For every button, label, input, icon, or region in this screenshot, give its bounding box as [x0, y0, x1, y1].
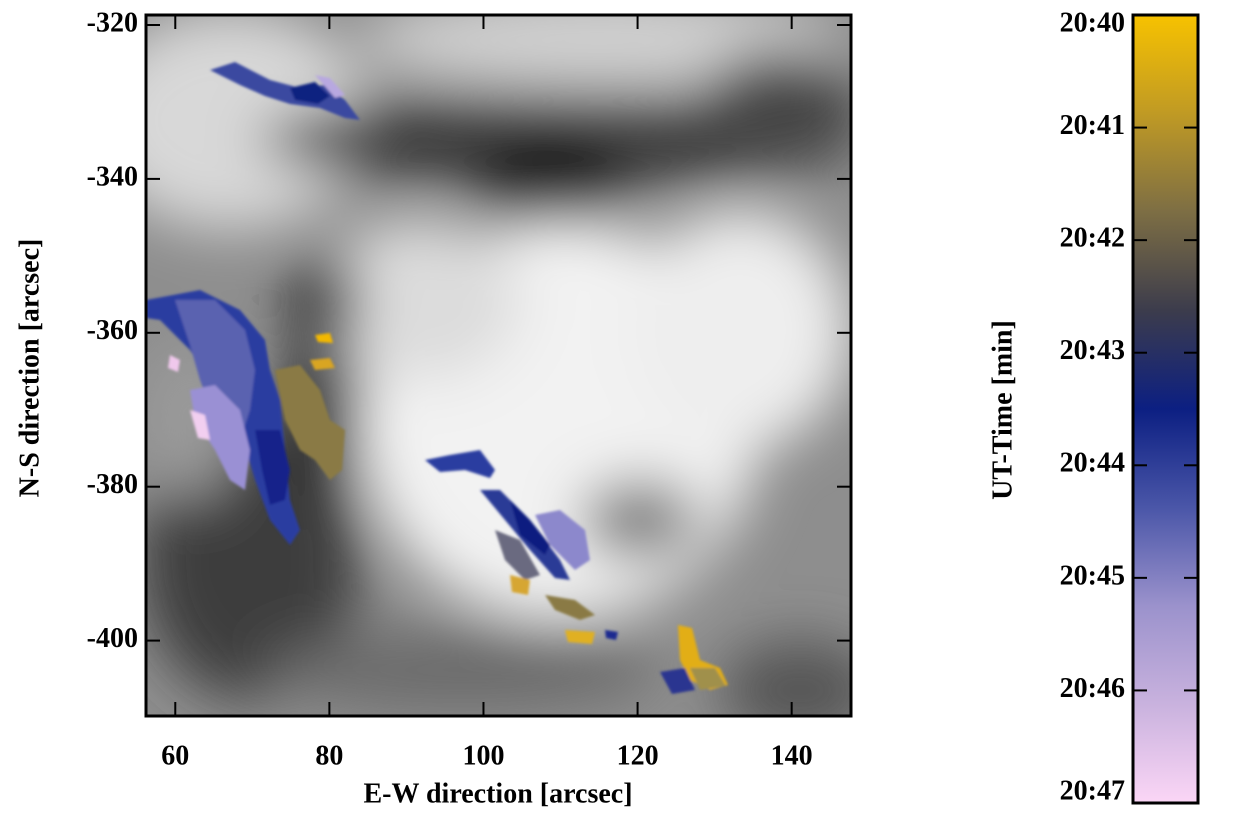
colorbar-tick-label: 20:46 [1060, 673, 1125, 704]
colorbar-title: UT-Time [min] [987, 320, 1018, 500]
x-tick-label: 100 [462, 740, 504, 771]
x-tick-label: 120 [617, 740, 659, 771]
colorbar-tick-label: 20:44 [1060, 448, 1125, 479]
y-tick-label: -400 [87, 623, 138, 654]
y-tick-label: -380 [87, 469, 138, 500]
x-tick-label: 60 [161, 740, 189, 771]
event-contours [146, 62, 728, 694]
colorbar-tick-label: 20:41 [1060, 110, 1125, 141]
colorbar-tick-label: 20:42 [1060, 223, 1125, 254]
plot-frame [144, 13, 853, 718]
colorbar-tick-label: 20:47 [1060, 775, 1125, 806]
x-tick-label: 140 [771, 740, 813, 771]
y-tick-label: -360 [87, 315, 138, 346]
colorbar-tick-label: 20:43 [1060, 335, 1125, 366]
colorbar-tick-label: 20:40 [1060, 7, 1125, 38]
x-axis-title: E-W direction [arcsec] [363, 778, 632, 809]
solar-image [146, 15, 851, 716]
y-tick-label: -320 [87, 7, 138, 38]
y-tick-label: -340 [87, 161, 138, 192]
axes [146, 15, 851, 716]
y-axis-title: N-S direction [arcsec] [14, 239, 45, 498]
colorbar-tick-label: 20:45 [1060, 560, 1125, 591]
x-tick-label: 80 [315, 740, 343, 771]
colorbar [1131, 13, 1200, 805]
